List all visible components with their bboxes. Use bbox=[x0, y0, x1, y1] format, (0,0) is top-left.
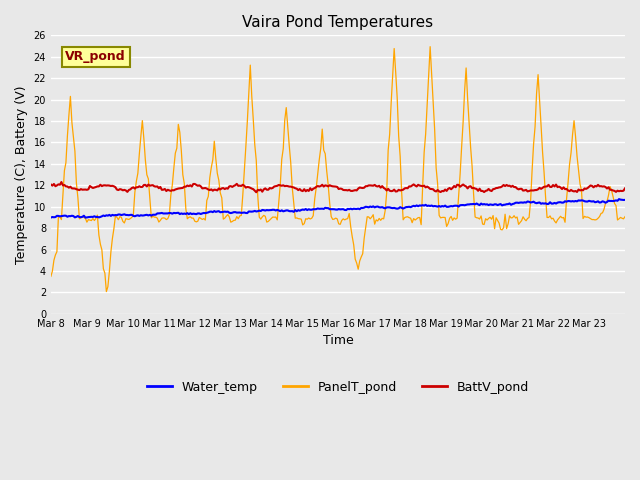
Title: Vaira Pond Temperatures: Vaira Pond Temperatures bbox=[243, 15, 433, 30]
Text: VR_pond: VR_pond bbox=[65, 50, 126, 63]
X-axis label: Time: Time bbox=[323, 334, 353, 347]
Legend: Water_temp, PanelT_pond, BattV_pond: Water_temp, PanelT_pond, BattV_pond bbox=[141, 376, 534, 399]
Y-axis label: Temperature (C), Battery (V): Temperature (C), Battery (V) bbox=[15, 85, 28, 264]
